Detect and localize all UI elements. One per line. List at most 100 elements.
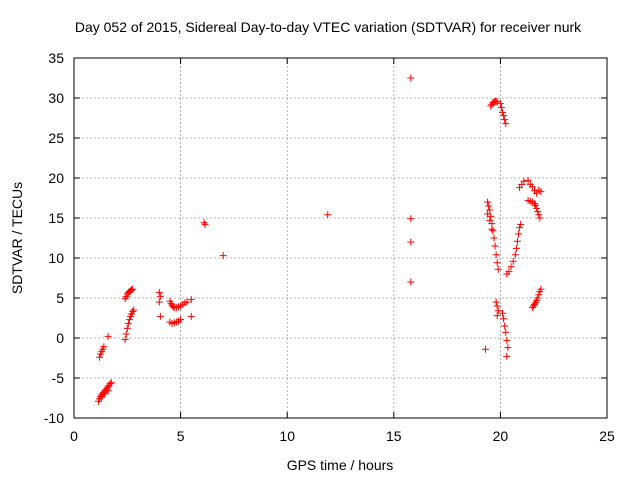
data-point — [107, 379, 115, 387]
data-point — [507, 263, 515, 271]
y-tick-label: 5 — [56, 290, 64, 306]
chart-title: Day 052 of 2015, Sidereal Day-to-day VTE… — [75, 19, 582, 35]
data-point — [177, 316, 185, 324]
data-point — [493, 259, 501, 267]
x-axis-label: GPS time / hours — [287, 457, 394, 473]
data-point — [125, 316, 133, 324]
data-point — [492, 298, 500, 306]
data-point — [528, 183, 536, 191]
x-tick-label: 15 — [386, 428, 402, 444]
x-tick-label: 10 — [279, 428, 295, 444]
data-point — [123, 324, 131, 332]
plot-frame — [73, 57, 608, 419]
data-point — [536, 214, 544, 222]
data-point — [200, 219, 208, 227]
x-tick-label: 20 — [493, 428, 509, 444]
data-point — [128, 286, 136, 294]
data-point — [407, 238, 415, 246]
data-point — [129, 285, 137, 293]
data-point — [493, 312, 501, 320]
data-point — [104, 332, 112, 340]
data-point — [499, 108, 507, 116]
grid-lines — [74, 58, 607, 418]
data-point — [534, 294, 542, 302]
data-point — [101, 390, 109, 398]
data-point — [511, 251, 519, 259]
data-point — [516, 224, 524, 232]
data-points — [95, 74, 545, 405]
data-point — [187, 312, 195, 320]
data-point — [129, 308, 137, 316]
data-point — [517, 220, 525, 228]
data-point — [407, 215, 415, 223]
data-point — [496, 100, 504, 108]
data-point — [502, 328, 510, 336]
data-point — [534, 208, 542, 216]
y-tick-label: 25 — [48, 130, 64, 146]
data-point — [481, 345, 489, 353]
data-point — [505, 268, 513, 276]
y-axis-label: SDTVAR / TECUs — [9, 182, 25, 294]
data-point — [494, 265, 502, 273]
data-point — [489, 227, 497, 235]
data-point — [500, 315, 508, 323]
x-tick-labels: 0 5 10 15 20 25 — [70, 428, 615, 444]
data-point — [486, 216, 494, 224]
data-point — [492, 251, 500, 259]
y-tick-label: 35 — [48, 50, 64, 66]
data-point — [219, 252, 227, 260]
data-point — [98, 393, 106, 401]
data-point — [407, 74, 415, 82]
data-point — [124, 320, 132, 328]
data-point — [503, 336, 511, 344]
data-point — [492, 97, 500, 105]
data-point — [104, 387, 112, 395]
data-point — [520, 177, 528, 185]
data-point — [488, 225, 496, 233]
data-point — [183, 298, 191, 306]
data-point — [533, 204, 541, 212]
y-tick-label: 15 — [48, 210, 64, 226]
data-point — [524, 176, 532, 184]
data-point — [486, 206, 494, 214]
data-point — [155, 288, 163, 296]
data-point — [156, 292, 164, 300]
data-point — [201, 220, 209, 228]
data-point — [490, 234, 498, 242]
data-point — [535, 211, 543, 219]
data-point — [106, 380, 114, 388]
y-tick-label: 0 — [56, 330, 64, 346]
data-point — [493, 98, 501, 106]
y-tick-label: 10 — [48, 250, 64, 266]
x-tick-label: 0 — [70, 428, 78, 444]
data-point — [513, 237, 521, 245]
data-point — [494, 307, 502, 315]
data-point — [122, 330, 130, 338]
data-point — [537, 285, 545, 293]
x-tick-label: 5 — [177, 428, 185, 444]
data-point — [187, 296, 195, 304]
data-point — [484, 210, 492, 218]
data-point — [501, 322, 509, 330]
data-point — [512, 244, 520, 252]
y-tick-label: -10 — [44, 410, 64, 426]
data-point — [407, 278, 415, 286]
data-point — [532, 201, 540, 209]
data-point — [499, 309, 507, 317]
y-tick-label: 20 — [48, 170, 64, 186]
data-point — [155, 298, 163, 306]
data-point — [100, 343, 108, 351]
data-point — [531, 300, 539, 308]
data-point — [324, 211, 332, 219]
y-tick-label: -5 — [52, 370, 65, 386]
data-point — [531, 200, 539, 208]
x-tick-label: 25 — [599, 428, 615, 444]
data-point — [130, 306, 138, 314]
data-point — [502, 120, 510, 128]
data-point — [485, 202, 493, 210]
data-point — [484, 198, 492, 206]
data-point — [500, 112, 508, 120]
data-point — [515, 230, 523, 238]
y-tick-labels: -10 -5 0 5 10 15 20 25 30 35 — [44, 50, 64, 426]
